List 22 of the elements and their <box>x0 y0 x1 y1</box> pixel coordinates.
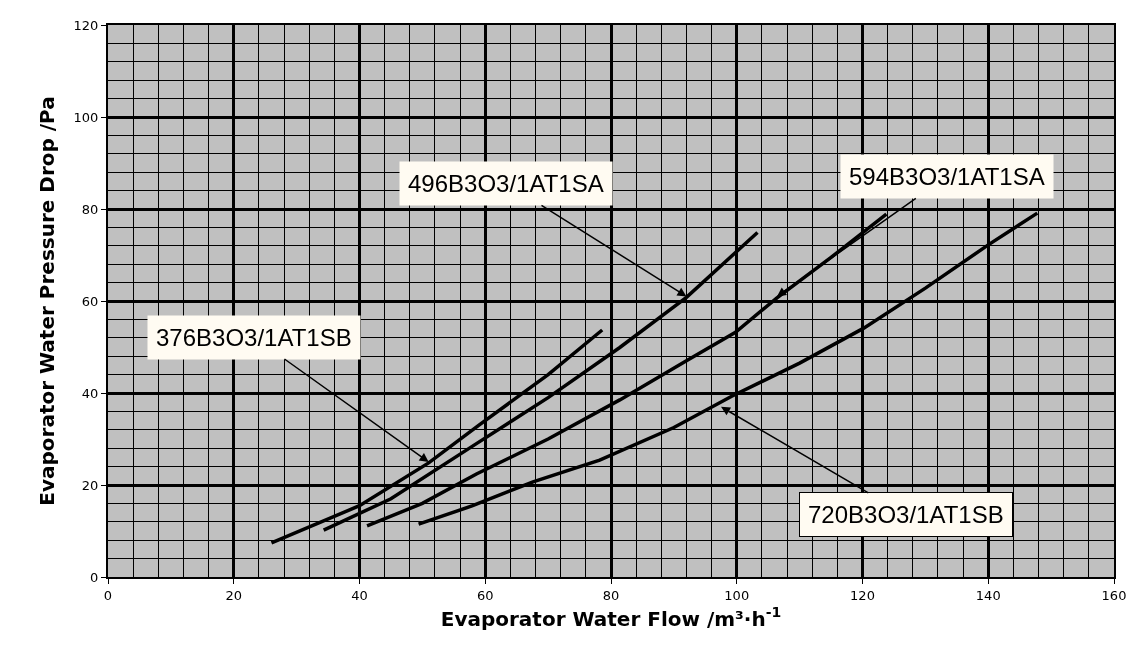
y-tick-label: 100 <box>73 109 99 125</box>
y-tick-label: 0 <box>90 569 99 585</box>
y-tick-label: 120 <box>73 17 99 33</box>
annotation: 720B3O3/1AT1SB <box>808 501 1004 528</box>
x-tick-label: 0 <box>103 587 113 603</box>
x-tick-label: 160 <box>1101 587 1127 603</box>
x-tick-label: 60 <box>476 587 494 603</box>
y-tick-label: 40 <box>81 385 99 401</box>
annotation: 376B3O3/1AT1SB <box>156 324 352 351</box>
x-tick-label: 80 <box>602 587 620 603</box>
y-tick-label: 20 <box>81 477 99 493</box>
x-tick-label: 120 <box>850 587 875 603</box>
x-axis-title: Evaporator Water Flow /m³·h$^{-1}$ <box>440 604 782 631</box>
x-tick-label: 20 <box>225 587 243 603</box>
y-axis-title: Evaporator Water Pressure Drop /Pa <box>34 96 59 506</box>
y-tick-label: 60 <box>81 293 99 309</box>
annotation: 594B3O3/1AT1SA <box>849 163 1045 190</box>
x-tick-label: 100 <box>724 587 750 603</box>
y-tick-label: 80 <box>81 201 99 217</box>
x-tick-label: 140 <box>975 587 1001 603</box>
x-tick-label: 40 <box>351 587 368 603</box>
annotation: 496B3O3/1AT1SA <box>408 170 604 197</box>
